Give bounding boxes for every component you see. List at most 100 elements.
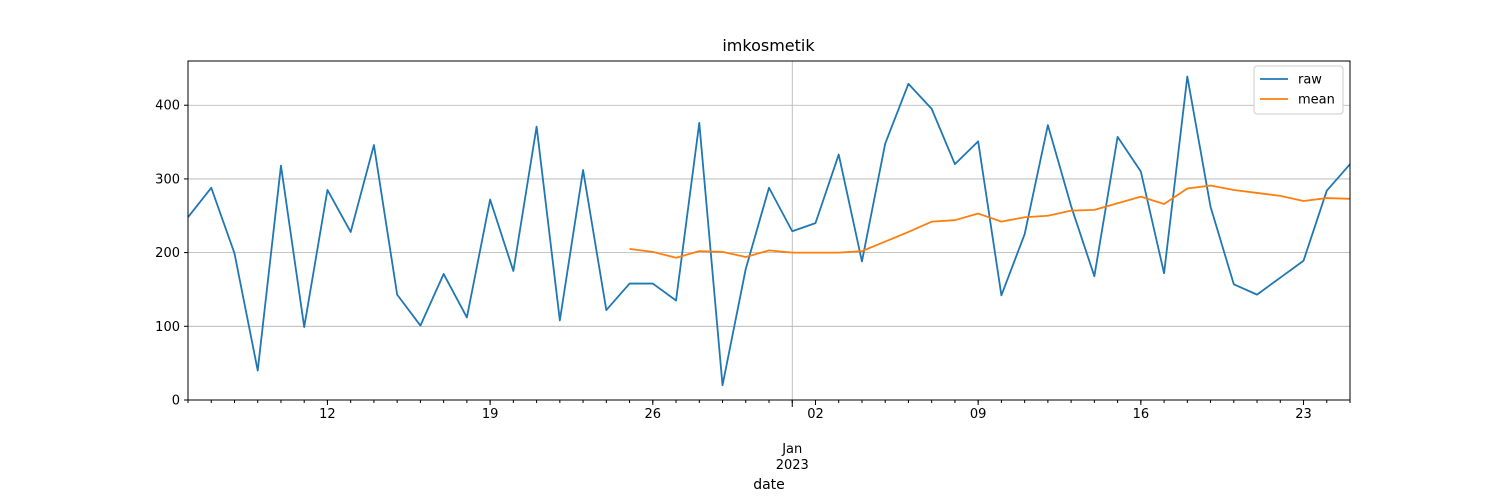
- data-point-raw: [977, 140, 979, 142]
- data-point-raw: [326, 189, 328, 191]
- x-tick-label: 26: [645, 407, 662, 422]
- data-point-raw: [1070, 205, 1072, 207]
- data-point-mean: [1163, 203, 1165, 205]
- data-point-raw: [582, 169, 584, 171]
- data-point-mean: [861, 250, 863, 252]
- x-month-label: Jan: [781, 442, 802, 457]
- data-point-raw: [1209, 206, 1211, 208]
- data-point-raw: [489, 198, 491, 200]
- data-point-mean: [907, 231, 909, 233]
- data-point-mean: [1070, 209, 1072, 211]
- data-point-mean: [1326, 197, 1328, 199]
- series-layer: [187, 75, 1351, 387]
- data-point-mean: [1047, 215, 1049, 217]
- data-point-raw: [419, 324, 421, 326]
- plot-frame: [187, 60, 1351, 401]
- data-point-mean: [1279, 195, 1281, 197]
- y-tick-label: 400: [155, 99, 180, 114]
- data-point-mean: [1116, 202, 1118, 204]
- data-point-mean: [628, 248, 630, 250]
- legend-label-raw: raw: [1298, 73, 1322, 88]
- data-point-raw: [535, 125, 537, 127]
- y-tick-label: 0: [172, 394, 180, 409]
- data-point-raw: [559, 319, 561, 321]
- series-line-raw: [187, 75, 1351, 387]
- data-point-mean: [1209, 184, 1211, 186]
- data-point-mean: [838, 251, 840, 253]
- data-point-raw: [210, 187, 212, 189]
- data-point-mean: [745, 256, 747, 258]
- data-point-raw: [768, 187, 770, 189]
- data-point-raw: [466, 316, 468, 318]
- data-point-raw: [233, 252, 235, 254]
- data-point-raw: [1256, 293, 1258, 295]
- data-point-mean: [1302, 200, 1304, 202]
- x-tick-label: 19: [482, 407, 499, 422]
- data-point-raw: [954, 163, 956, 165]
- data-point-raw: [280, 164, 282, 166]
- data-point-raw: [1047, 124, 1049, 126]
- chart-title: imkosmetik: [722, 36, 815, 55]
- data-point-raw: [512, 270, 514, 272]
- y-axis: 0 100 200 300 400: [155, 99, 188, 409]
- data-point-raw: [257, 369, 259, 371]
- data-point-raw: [1302, 260, 1304, 262]
- x-tick-label: 23: [1295, 407, 1312, 422]
- legend: raw mean: [1253, 65, 1344, 115]
- data-point-raw: [1233, 283, 1235, 285]
- data-point-raw: [675, 299, 677, 301]
- data-point-raw: [396, 293, 398, 295]
- data-point-raw: [303, 326, 305, 328]
- data-point-mean: [1256, 192, 1258, 194]
- data-point-raw: [884, 142, 886, 144]
- grid: [188, 61, 1350, 401]
- data-point-mean: [698, 250, 700, 252]
- x-tick-label: 12: [319, 407, 336, 422]
- data-point-mean: [977, 212, 979, 214]
- data-point-raw: [930, 108, 932, 110]
- data-point-mean: [1186, 187, 1188, 189]
- data-point-raw: [1163, 272, 1165, 274]
- data-point-raw: [1093, 275, 1095, 277]
- data-point-raw: [814, 222, 816, 224]
- y-tick-label: 100: [155, 320, 180, 335]
- data-point-mean: [814, 251, 816, 253]
- data-point-mean: [652, 251, 654, 253]
- data-point-mean: [1093, 209, 1095, 211]
- data-point-mean: [954, 219, 956, 221]
- legend-box: [1253, 65, 1344, 115]
- data-point-raw: [1186, 75, 1188, 77]
- data-point-raw: [442, 273, 444, 275]
- data-point-raw: [605, 309, 607, 311]
- data-point-raw: [652, 282, 654, 284]
- legend-label-mean: mean: [1298, 93, 1335, 108]
- data-point-mean: [884, 240, 886, 242]
- data-point-raw: [1140, 170, 1142, 172]
- data-point-raw: [1116, 136, 1118, 138]
- data-point-mean: [721, 251, 723, 253]
- data-point-raw: [628, 282, 630, 284]
- data-point-raw: [698, 122, 700, 124]
- x-year-label: 2023: [776, 458, 809, 473]
- data-point-raw: [373, 144, 375, 146]
- data-point-mean: [930, 220, 932, 222]
- x-axis-label: date: [753, 477, 785, 493]
- data-point-raw: [349, 231, 351, 233]
- data-point-raw: [1279, 276, 1281, 278]
- data-point-mean: [1000, 220, 1002, 222]
- data-point-raw: [1326, 190, 1328, 192]
- x-tick-label: 16: [1133, 407, 1150, 422]
- y-tick-label: 300: [155, 172, 180, 187]
- data-point-mean: [1023, 216, 1025, 218]
- data-point-raw: [745, 268, 747, 270]
- data-point-mean: [1140, 195, 1142, 197]
- data-point-raw: [721, 384, 723, 386]
- data-point-raw: [1000, 294, 1002, 296]
- data-point-raw: [861, 260, 863, 262]
- data-point-mean: [675, 257, 677, 259]
- data-point-raw: [907, 83, 909, 85]
- data-point-mean: [768, 249, 770, 251]
- x-tick-label: 02: [807, 407, 824, 422]
